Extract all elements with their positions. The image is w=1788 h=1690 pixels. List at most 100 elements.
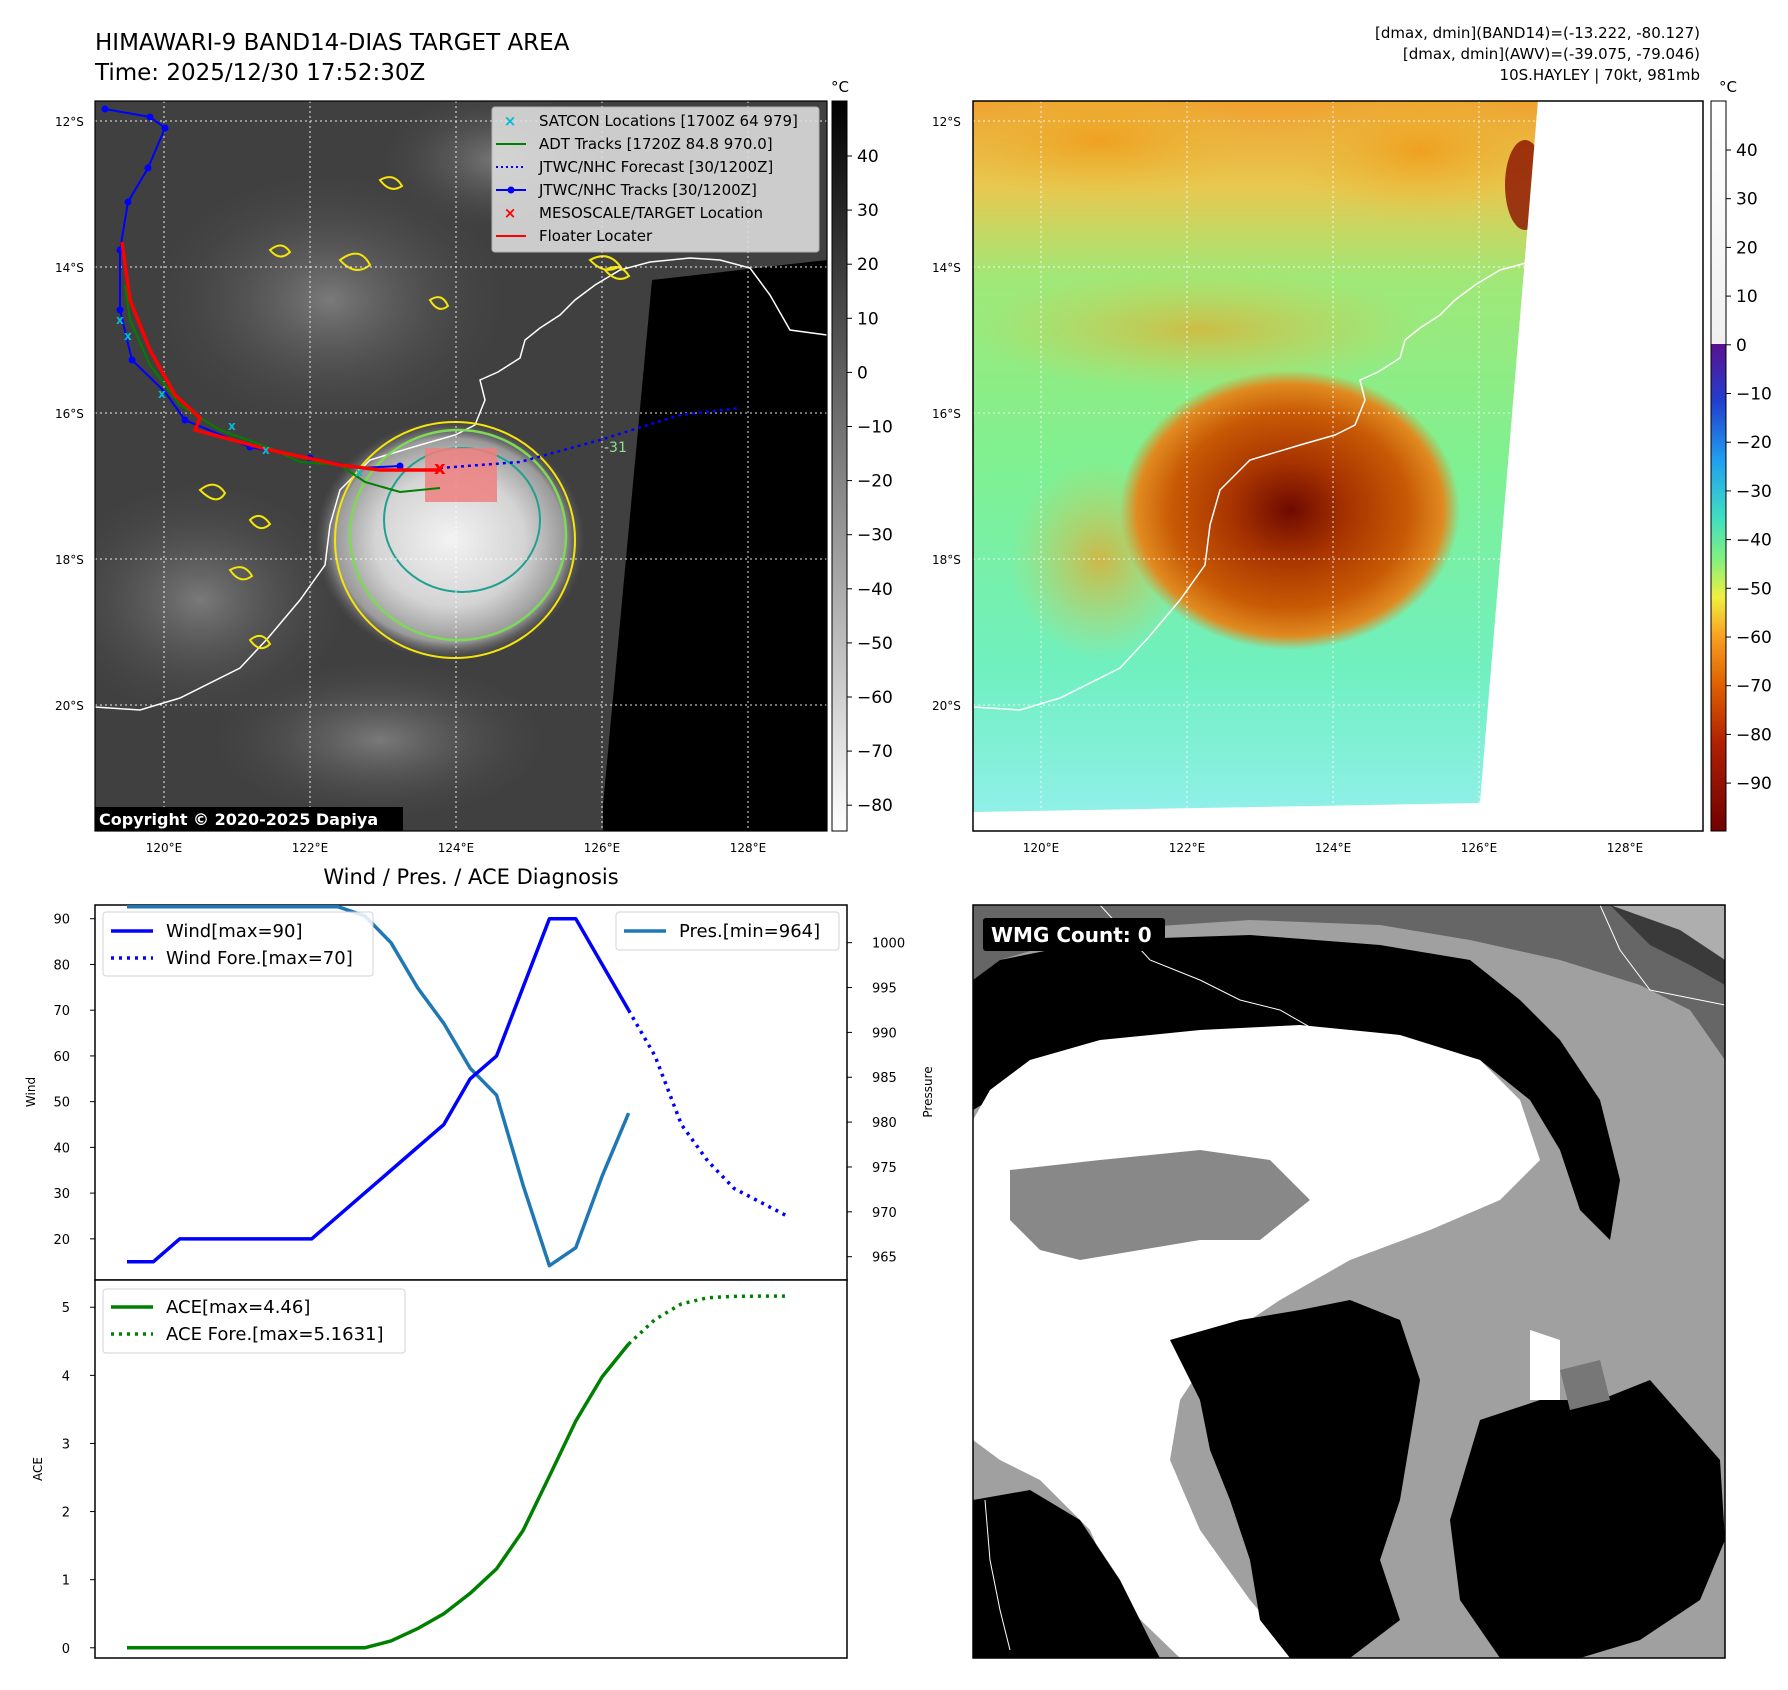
legend-marker-icon: × [504, 204, 517, 222]
axis-tick-label: 20 [53, 1233, 70, 1248]
lon-label: 120°E [146, 841, 183, 855]
colorbar-tick-label: −80 [1736, 725, 1772, 745]
legend-ace-fore: ACE Fore.[max=5.1631] [166, 1324, 384, 1345]
lat-label: 20°S [932, 699, 961, 713]
colorbar-tick-label: −10 [857, 418, 893, 438]
legend-marker-icon: × [504, 112, 517, 130]
lat-label: 18°S [55, 553, 84, 567]
target-area-box [425, 448, 497, 502]
svg-text:x: x [355, 465, 363, 479]
ace-ylabel: ACE [31, 1457, 45, 1481]
colorbar-color: °C 40 30 20 10 0 −10 −20 −30 −40 −50 −60 −70 −80 −90 [1710, 78, 1772, 832]
lon-label: 124°E [438, 841, 475, 855]
axis-tick-label: 2 [62, 1506, 70, 1521]
lon-label: 128°E [1607, 841, 1644, 855]
pressure-line [127, 905, 631, 1268]
svg-text:x: x [116, 313, 124, 327]
figure-title: HIMAWARI-9 BAND14-DIAS TARGET AREA [95, 30, 570, 56]
target-marker: x [434, 458, 446, 479]
axis-tick-label: 0 [62, 1642, 70, 1657]
legend-entry-label: JTWC/NHC Forecast [30/1200Z] [538, 158, 773, 176]
axis-tick-label: 4 [62, 1369, 70, 1384]
lat-label: 14°S [55, 261, 84, 275]
map-right-lat-labels: 12°S 14°S 16°S 18°S 20°S [932, 115, 961, 713]
map-left-lat-labels: 12°S 14°S 16°S 18°S 20°S [55, 115, 84, 713]
map-left-lon-labels: 120°E 122°E 124°E 126°E 128°E [146, 841, 767, 855]
axis-tick-label: 970 [872, 1206, 897, 1221]
ir-color-map [973, 101, 1703, 831]
chart-title: Wind / Pres. / ACE Diagnosis [323, 865, 618, 889]
svg-text:x: x [158, 387, 166, 401]
map-right-lon-labels: 120°E 122°E 124°E 126°E 128°E [1023, 841, 1644, 855]
wind-line [127, 916, 631, 1264]
colorbar-tick-label: 20 [857, 255, 879, 275]
colorbar-tick-label: −30 [857, 526, 893, 546]
stats-band14: [dmax, dmin](BAND14)=(-13.222, -80.127) [1375, 24, 1700, 42]
lat-label: 20°S [55, 699, 84, 713]
lat-label: 14°S [932, 261, 961, 275]
colorbar-tick-label: −10 [1736, 385, 1772, 405]
axis-tick-label: 965 [872, 1251, 897, 1266]
colorbar-tick-label: 10 [1736, 287, 1758, 307]
copyright-text: Copyright © 2020-2025 Dapiya [99, 810, 378, 829]
colorbar-tick-label: −50 [857, 634, 893, 654]
colorbar-tick-label: 30 [1736, 190, 1758, 210]
colorbar-tick-label: 10 [857, 309, 879, 329]
colorbar-tick-label: −50 [1736, 579, 1772, 599]
lon-label: 122°E [292, 841, 329, 855]
figure-time: Time: 2025/12/30 17:52:30Z [94, 60, 425, 86]
legend-entry-label: Floater Locater [539, 227, 653, 245]
lat-label: 16°S [55, 407, 84, 421]
lon-label: 128°E [730, 841, 767, 855]
colorbar-tick-label: 30 [857, 201, 879, 221]
ace-line [127, 1342, 630, 1650]
storm-info: 10S.HAYLEY | 70kt, 981mb [1500, 66, 1700, 84]
axis-tick-label: 990 [872, 1026, 897, 1041]
map-legend: × SATCON Locations [1700Z 64 979] ADT Trac… [491, 106, 820, 253]
ace-forecast-line [627, 1294, 788, 1346]
lat-label: 18°S [932, 553, 961, 567]
colorbar-tick-label: −30 [1736, 482, 1772, 502]
lon-label: 122°E [1169, 841, 1206, 855]
legend-ace: ACE[max=4.46] [166, 1297, 310, 1318]
axis-tick-label: 50 [53, 1096, 70, 1111]
svg-text:x: x [124, 329, 132, 343]
axis-tick-label: 980 [872, 1116, 897, 1131]
svg-text:x: x [262, 443, 270, 457]
colorbar-gray-unit: °C [831, 78, 849, 96]
axis-tick-label: 995 [872, 982, 897, 997]
wind-legend: Wind[max=90] Wind Fore.[max=70] [102, 911, 374, 977]
axis-tick-label: 1 [62, 1574, 70, 1589]
axis-tick-label: 70 [53, 1004, 70, 1019]
axis-tick-label: 60 [53, 1050, 70, 1065]
colorbar-tick-label: −20 [1736, 433, 1772, 453]
lon-label: 126°E [584, 841, 621, 855]
wind-ylabel: Wind [24, 1077, 38, 1107]
legend-wind: Wind[max=90] [166, 921, 303, 942]
colorbar-gray: °C 40 30 20 10 0 −10 −20 −30 −40 −50 −60 −70 −80 [831, 78, 893, 832]
axis-tick-label: 3 [62, 1437, 70, 1452]
colorbar-tick-label: 40 [857, 147, 879, 167]
legend-entry-label: JTWC/NHC Tracks [30/1200Z] [538, 181, 757, 199]
axis-tick-label: 80 [53, 958, 70, 973]
pressure-ylabel: Pressure [921, 1066, 935, 1117]
pressure-legend: Pres.[min=964] [615, 911, 840, 951]
lat-label: 12°S [55, 115, 84, 129]
wmg-mosaic: WMG Count: 0 [973, 905, 1725, 1658]
stats-awv: [dmax, dmin](AWV)=(-39.075, -79.046) [1403, 45, 1700, 63]
axis-tick-label: 40 [53, 1141, 70, 1156]
lon-label: 124°E [1315, 841, 1352, 855]
colorbar-tick-label: 0 [857, 363, 868, 383]
ir-grayscale-map: xxx xxx x -31 Copyright © 2020-2025 Dapi… [95, 101, 827, 831]
legend-entry-label: MESOSCALE/TARGET Location [539, 204, 763, 222]
svg-text:x: x [228, 419, 236, 433]
colorbar-tick-label: −40 [1736, 531, 1772, 551]
colorbar-tick-label: 0 [1736, 336, 1747, 356]
lat-label: 12°S [932, 115, 961, 129]
axis-tick-label: 90 [53, 913, 70, 928]
colorbar-tick-label: −70 [1736, 677, 1772, 697]
colorbar-color-unit: °C [1719, 78, 1737, 96]
colorbar-tick-label: −80 [857, 796, 893, 816]
axis-tick-label: 975 [872, 1161, 897, 1176]
